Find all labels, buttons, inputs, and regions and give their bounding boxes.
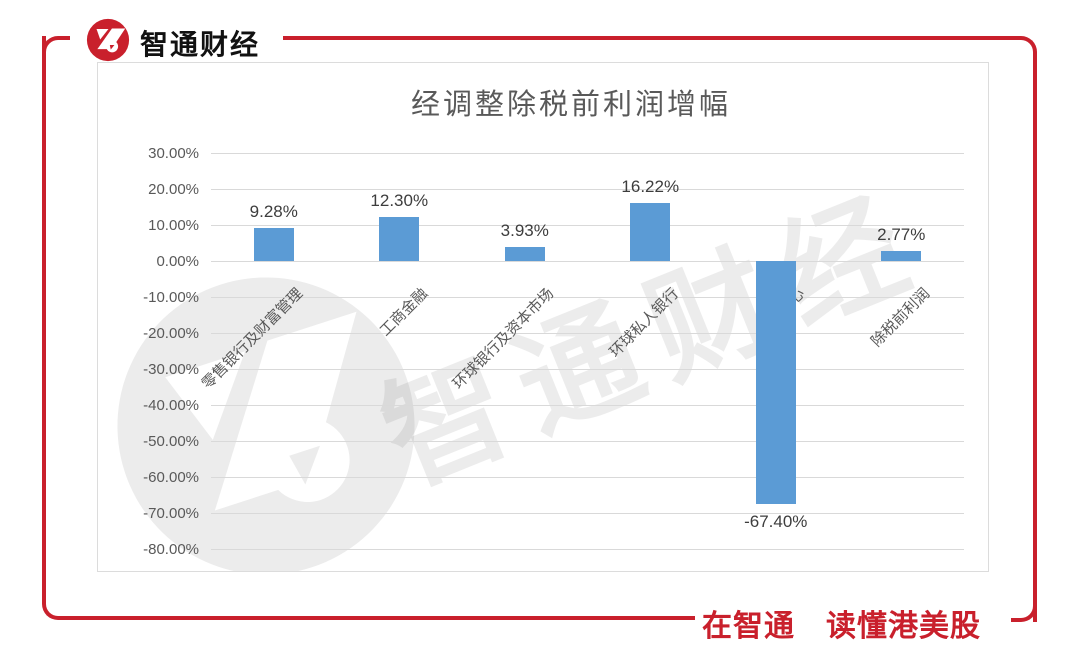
gridline (211, 332, 964, 334)
gridline (211, 260, 964, 262)
brand-logo-icon (86, 18, 130, 62)
gridline (211, 404, 964, 406)
category-label: 工商金融 (376, 285, 432, 340)
y-tick-label: 0.00% (156, 253, 199, 270)
gridline (211, 512, 964, 514)
bar (630, 202, 671, 261)
gridline (211, 224, 964, 226)
frame-border-top-right (283, 36, 1037, 622)
y-tick-label: -30.00% (143, 361, 199, 378)
y-tick-label: -70.00% (143, 505, 199, 522)
value-label: 12.30% (370, 190, 429, 210)
gridline (211, 368, 964, 370)
category-label: 环球私人银行 (606, 285, 683, 361)
x-axis-labels: 零售银行及财富管理工商金融环球银行及资本市场环球私人银行企业中心除税前利润 (98, 63, 988, 571)
watermark-logo-icon (117, 277, 415, 571)
gridline (211, 152, 964, 154)
bar (755, 261, 796, 504)
y-tick-label: -80.00% (143, 541, 199, 558)
y-tick-label: -10.00% (143, 289, 199, 306)
bar (253, 227, 294, 261)
y-tick-label: -60.00% (143, 469, 199, 486)
y-tick-label: 20.00% (148, 181, 199, 198)
y-tick-label: -20.00% (143, 325, 199, 342)
value-label: 2.77% (877, 225, 926, 245)
frame-border-top-left-stub (42, 36, 70, 58)
gridline (211, 188, 964, 190)
category-label: 除税前利润 (868, 285, 934, 351)
value-label: 16.22% (621, 176, 680, 196)
y-tick-label: 10.00% (148, 217, 199, 234)
gridline (211, 548, 964, 550)
category-label: 零售银行及财富管理 (198, 285, 306, 393)
value-label: 3.93% (500, 220, 549, 240)
gridline (211, 476, 964, 478)
bar (504, 246, 545, 261)
frame-border-bottom-right-stub (1011, 602, 1037, 622)
brand-slogan: 在智通 读懂港美股 (702, 610, 981, 643)
y-tick-label: -50.00% (143, 433, 199, 450)
value-label: 9.28% (249, 201, 298, 221)
gridline (211, 440, 964, 442)
plot-area: 9.28% 12.30% 3.93% 16.22% -67.40% 2.77% (211, 152, 964, 550)
chart-card: 智通财经 经调整除税前利润增幅 30.00% 20.00% 10.00% 0.00% -… (97, 62, 989, 572)
bar (881, 251, 922, 261)
y-tick-label: -40.00% (143, 397, 199, 414)
brand-name: 智通财经 (140, 29, 261, 60)
value-label: -67.40% (744, 511, 808, 531)
bar (379, 216, 420, 261)
category-label: 环球银行及资本市场 (449, 285, 557, 393)
frame-border-left-bottom (42, 36, 695, 620)
y-tick-label: 30.00% (148, 145, 199, 162)
gridline (211, 296, 964, 298)
chart-title: 经调整除税前利润增幅 (410, 89, 731, 121)
